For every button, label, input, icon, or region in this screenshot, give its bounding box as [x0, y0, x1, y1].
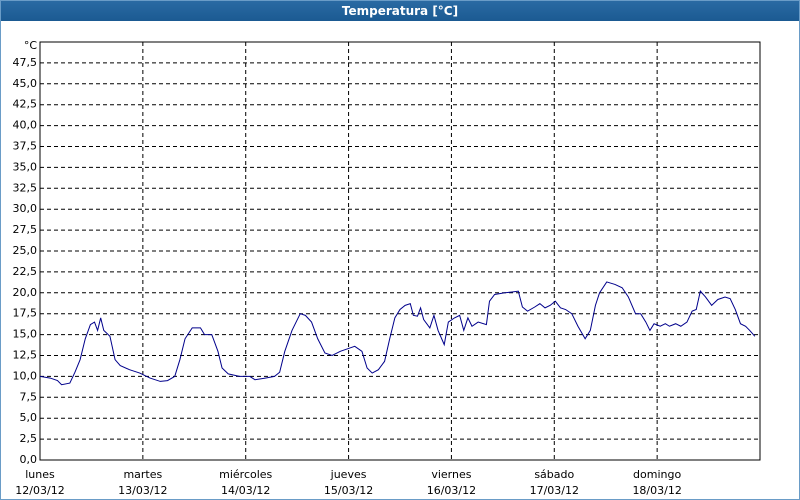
y-tick-label: 10,0 — [13, 369, 38, 382]
y-tick-label: 45,0 — [13, 77, 38, 90]
y-tick-label: 0,0 — [20, 453, 38, 466]
x-tick-label: miércoles — [219, 468, 272, 481]
x-tick-label: sábado — [534, 468, 574, 481]
x-tick-date: 18/03/12 — [632, 484, 681, 497]
y-tick-label: 47,5 — [13, 56, 38, 69]
x-tick-date: 14/03/12 — [221, 484, 270, 497]
y-tick-label: 7,5 — [20, 390, 38, 403]
x-tick-date: 12/03/12 — [15, 484, 64, 497]
x-tick-date: 15/03/12 — [324, 484, 373, 497]
x-tick-label: domingo — [633, 468, 681, 481]
y-unit: °C — [24, 39, 38, 52]
y-tick-label: 5,0 — [20, 411, 38, 424]
y-tick-label: 25,0 — [13, 244, 38, 257]
y-tick-label: 17,5 — [13, 307, 38, 320]
y-tick-label: 15,0 — [13, 328, 38, 341]
y-tick-label: 30,0 — [13, 202, 38, 215]
x-tick-date: 13/03/12 — [118, 484, 167, 497]
x-tick-label: lunes — [25, 468, 55, 481]
title-bar: Temperatura [°C] — [1, 1, 799, 21]
y-tick-label: 37,5 — [13, 140, 38, 153]
x-tick-date: 16/03/12 — [427, 484, 476, 497]
y-tick-label: 27,5 — [13, 223, 38, 236]
x-tick-label: martes — [123, 468, 162, 481]
y-tick-label: 42,5 — [13, 98, 38, 111]
temperature-line — [39, 281, 756, 386]
y-tick-label: 40,0 — [13, 119, 38, 132]
y-tick-label: 2,5 — [20, 432, 38, 445]
plot-border — [39, 41, 761, 461]
y-tick-label: 22,5 — [13, 265, 38, 278]
y-tick-label: 20,0 — [13, 286, 38, 299]
y-tick-label: 35,0 — [13, 160, 38, 173]
x-tick-date: 17/03/12 — [530, 484, 579, 497]
y-tick-label: 12,5 — [13, 349, 38, 362]
y-tick-label: 32,5 — [13, 181, 38, 194]
x-tick-label: viernes — [431, 468, 471, 481]
x-tick-label: jueves — [330, 468, 367, 481]
